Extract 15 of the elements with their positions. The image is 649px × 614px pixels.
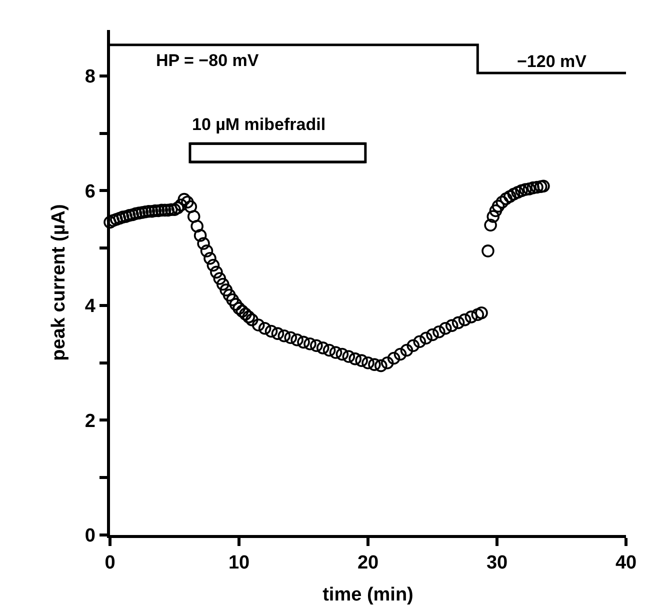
y-tick-label: 8 [84, 66, 96, 88]
x-tick-label: 0 [104, 552, 116, 574]
y-axis-title: peak current (µA) [48, 204, 70, 361]
x-tick-label: 40 [615, 552, 637, 574]
y-tick-label: 4 [84, 296, 96, 318]
x-tick-label: 20 [357, 552, 379, 574]
x-tick-label: 10 [228, 552, 250, 574]
series-label: 10 µM mibefradil [192, 115, 326, 134]
annotation: −120 mV [517, 52, 588, 71]
y-tick-label: 2 [84, 410, 96, 432]
y-tick-label: 0 [84, 526, 96, 547]
x-axis-title: time (min) [322, 584, 414, 606]
y-tick-label: 6 [84, 181, 96, 202]
x-tick-label: 30 [486, 552, 508, 574]
annotation: HP = −80 mV [156, 51, 260, 70]
